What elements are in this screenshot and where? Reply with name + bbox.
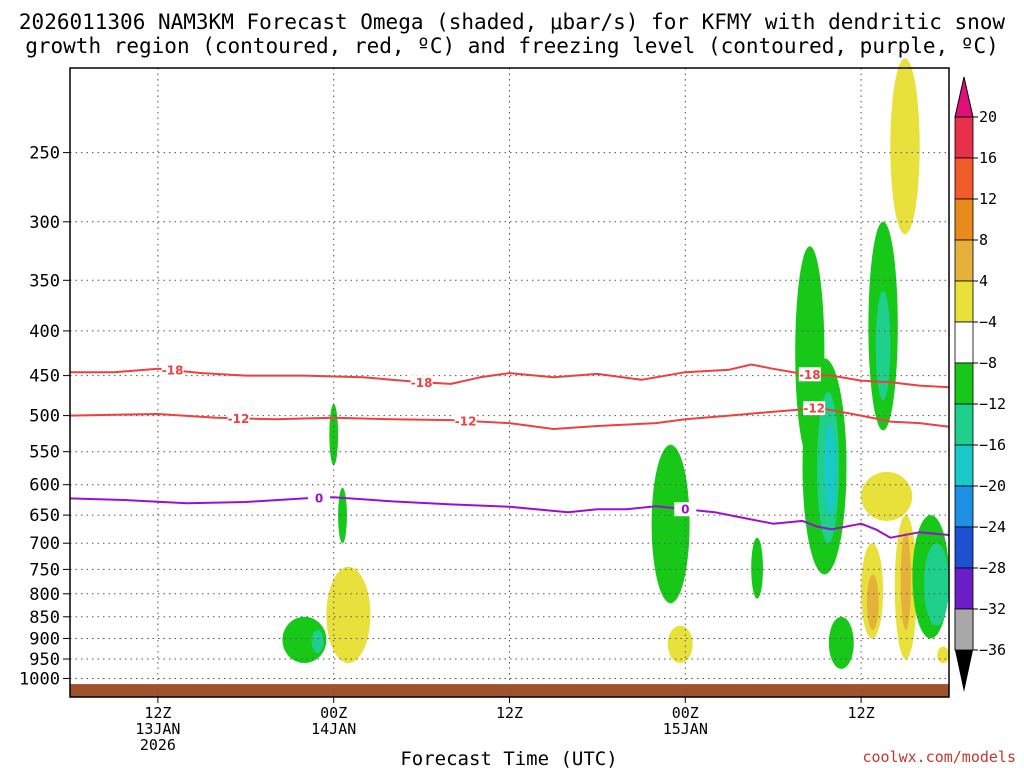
colorbar-swatch-10 bbox=[954, 526, 974, 569]
colorbar-label-4: 4 bbox=[979, 272, 988, 290]
y-tick-label-650: 650 bbox=[29, 506, 60, 526]
contour-label-2-0: 0 bbox=[315, 491, 323, 505]
colorbar-swatch-11 bbox=[954, 567, 974, 610]
contour-label-1-0: -12 bbox=[228, 412, 250, 426]
colorbar-label-10: −24 bbox=[979, 518, 1006, 536]
colorbar-label-9: −20 bbox=[979, 477, 1006, 495]
contour-label-0-1: -18 bbox=[411, 376, 433, 390]
contour-label-bg-1-1 bbox=[454, 413, 477, 428]
x-tick-label-h6-2: 13JAN bbox=[135, 720, 180, 738]
omega-region-16 bbox=[861, 471, 913, 521]
colorbar-swatch-9 bbox=[954, 485, 974, 528]
contour-layer: -18 -18 -18 -12 -12 -12 0 0 bbox=[69, 363, 950, 539]
y-tick-label-250: 250 bbox=[29, 144, 60, 164]
colorbar-label-1: 16 bbox=[979, 149, 997, 167]
colorbar-label-0: 20 bbox=[979, 108, 997, 126]
y-tick-label-800: 800 bbox=[29, 585, 60, 605]
omega-region-18 bbox=[866, 574, 879, 630]
omega-region-5 bbox=[651, 444, 690, 604]
credit-text: coolwx.com/models bbox=[862, 748, 1016, 766]
colorbar-swatch-6 bbox=[954, 362, 974, 405]
colorbar-swatch-1 bbox=[954, 157, 974, 200]
y-tick-label-550: 550 bbox=[29, 443, 60, 463]
contour-label-1-1: -12 bbox=[455, 414, 477, 428]
colorbar-swatch-last bbox=[954, 608, 974, 651]
omega-region-12 bbox=[828, 616, 854, 669]
y-axis-pressure: 2503003504004505005506006507007508008509… bbox=[19, 144, 70, 690]
contour-label-bg-0-0 bbox=[161, 363, 184, 378]
contour-label-0-0: -18 bbox=[162, 364, 184, 378]
omega-region-11 bbox=[824, 423, 837, 516]
colorbar-swatch-7 bbox=[954, 403, 974, 446]
y-tick-label-500: 500 bbox=[29, 407, 60, 427]
y-tick-label-850: 850 bbox=[29, 608, 60, 628]
x-tick-label-h42-2: 15JAN bbox=[663, 720, 708, 738]
colorbar-swatch-3 bbox=[954, 239, 974, 282]
y-tick-label-700: 700 bbox=[29, 534, 60, 554]
contour-label-bg-1-0 bbox=[227, 411, 250, 426]
colorbar-swatch-4 bbox=[954, 280, 974, 323]
colorbar-bottom-arrow bbox=[955, 650, 973, 692]
colorbar-label-3: 8 bbox=[979, 231, 988, 249]
colorbar-swatch-2 bbox=[954, 198, 974, 241]
omega-region-23 bbox=[937, 646, 949, 664]
omega-region-4 bbox=[338, 487, 347, 544]
omega-shading-layer bbox=[282, 58, 949, 669]
contour-label-bg-2-1 bbox=[674, 502, 697, 517]
contour-label-bg-2-0 bbox=[308, 490, 330, 505]
y-tick-label-950: 950 bbox=[29, 650, 60, 670]
y-tick-label-400: 400 bbox=[29, 322, 60, 342]
omega-region-6 bbox=[667, 625, 693, 663]
colorbar-swatch-0 bbox=[954, 116, 974, 159]
colorbar-label-7: −12 bbox=[979, 395, 1006, 413]
x-axis-label: Forecast Time (UTC) bbox=[400, 748, 617, 768]
y-tick-label-600: 600 bbox=[29, 476, 60, 496]
contour-line-minus12 bbox=[69, 406, 950, 430]
contour-label-bg-1-2 bbox=[803, 401, 826, 416]
contour-label-bg-0-1 bbox=[410, 375, 433, 390]
omega-region-7 bbox=[751, 537, 763, 599]
x-tick-label-h18-1: 00Z bbox=[320, 704, 347, 722]
contour-label-1-2: -12 bbox=[803, 402, 825, 416]
colorbar-label-5: −4 bbox=[979, 313, 997, 331]
omega-region-3 bbox=[329, 404, 339, 466]
colorbar-top-arrow bbox=[954, 76, 974, 118]
x-tick-label-h30-1: 12Z bbox=[496, 704, 523, 722]
colorbar-swatch-5 bbox=[954, 321, 974, 364]
x-tick-label-h42-1: 00Z bbox=[672, 704, 699, 722]
y-tick-label-350: 350 bbox=[29, 271, 60, 291]
omega-region-20 bbox=[900, 532, 911, 630]
omega-region-22 bbox=[924, 543, 949, 626]
contour-line-0 bbox=[69, 496, 950, 539]
y-tick-label-300: 300 bbox=[29, 213, 60, 233]
contour-label-0-2: -18 bbox=[799, 368, 821, 382]
colorbar-label-12: −32 bbox=[979, 600, 1006, 618]
omega-region-15 bbox=[890, 58, 920, 235]
y-tick-label-1000: 1000 bbox=[19, 670, 60, 690]
colorbar-swatch-8 bbox=[954, 444, 974, 487]
omega-region-14 bbox=[875, 290, 891, 401]
y-tick-label-750: 750 bbox=[29, 560, 60, 580]
omega-region-1 bbox=[311, 630, 324, 653]
x-tick-label-h54-1: 12Z bbox=[848, 704, 875, 722]
omega-colorbar: 20 16 12 8 4 −4 −8 −12 −16 −20 −24 −28 −32 −36 bbox=[954, 76, 1006, 692]
chart-title-line-2: growth region (contoured, red, ºC) and f… bbox=[25, 34, 999, 58]
chart-title-line-1: 2026011306 NAM3KM Forecast Omega (shaded… bbox=[19, 10, 1006, 34]
colorbar-label-8: −16 bbox=[979, 436, 1006, 454]
x-tick-label-h6-1: 12Z bbox=[144, 704, 171, 722]
colorbar-label-6: −8 bbox=[979, 354, 997, 372]
contour-label-2-1: 0 bbox=[681, 503, 689, 517]
contour-line-minus18 bbox=[70, 363, 950, 389]
x-tick-label-h18-2: 14JAN bbox=[311, 720, 356, 738]
y-tick-label-900: 900 bbox=[29, 630, 60, 650]
colorbar-label-2: 12 bbox=[979, 190, 997, 208]
x-tick-label-h6-3: 2026 bbox=[140, 736, 176, 754]
colorbar-label-11: −28 bbox=[979, 559, 1006, 577]
colorbar-label-13: −36 bbox=[979, 641, 1006, 659]
y-tick-label-450: 450 bbox=[29, 367, 60, 387]
omega-region-2 bbox=[326, 566, 371, 664]
contour-label-bg-0-2 bbox=[798, 367, 821, 382]
